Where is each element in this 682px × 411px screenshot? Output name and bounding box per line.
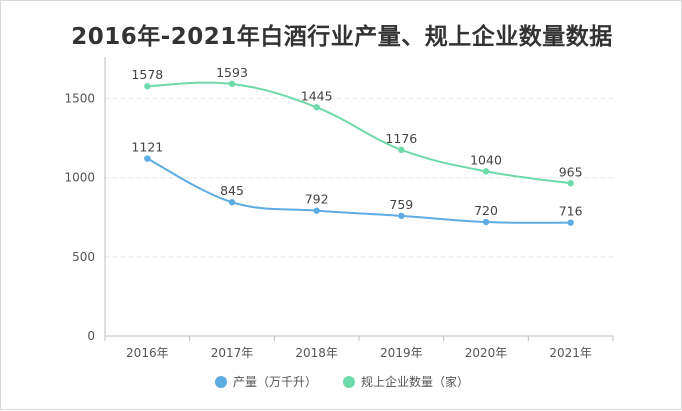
data-label-s1-0: 1578: [131, 67, 163, 82]
data-label-s0-4: 720: [474, 203, 498, 218]
data-label-s0-1: 845: [220, 183, 244, 198]
data-label-s0-0: 1121: [131, 140, 163, 155]
data-point-s0-1: [228, 199, 236, 206]
data-point-s0-4: [482, 218, 490, 226]
legend-item-series-1[interactable]: 规上企业数量（家）: [343, 373, 469, 390]
data-point-s0-3: [398, 212, 405, 220]
y-tick-label-0: 0: [87, 329, 95, 343]
x-tick-label-2: 2018年: [295, 346, 338, 360]
data-label-s1-2: 1445: [301, 88, 333, 103]
data-point-s1-1: [228, 80, 236, 88]
data-point-s1-4: [482, 168, 490, 175]
series-line-1: [147, 81, 571, 185]
x-tick-label-0: 2016年: [126, 346, 169, 360]
legend: 产量（万千升） 规上企业数量（家）: [1, 373, 682, 390]
legend-item-series-0[interactable]: 产量（万千升）: [214, 373, 317, 390]
series-layer: [144, 80, 574, 226]
legend-marker-series-0: [214, 375, 227, 388]
data-point-s0-5: [567, 219, 574, 226]
chart-title: 2016年-2021年白酒行业产量、规上企业数量数据: [71, 24, 613, 50]
data-point-s1-2: [313, 104, 320, 111]
y-tick-label-1: 500: [72, 250, 95, 264]
data-label-s0-2: 792: [305, 192, 329, 207]
data-point-s1-3: [398, 146, 405, 154]
data-point-s0-2: [313, 207, 320, 214]
data-label-s0-3: 759: [389, 197, 413, 212]
data-point-s1-5: [567, 180, 574, 187]
data-point-s0-0: [144, 155, 151, 162]
y-tick-label-2: 1000: [64, 171, 95, 185]
data-label-s1-1: 1593: [216, 65, 248, 80]
x-tick-label-1: 2017年: [211, 346, 254, 360]
data-label-s1-4: 1040: [470, 152, 502, 167]
axes: 0 500 1000 1500 2016年 2017年 2018年 2019年 2020年 202…: [64, 57, 614, 360]
legend-label-series-1: 规上企业数量（家）: [361, 375, 470, 389]
series-line-0: [146, 157, 571, 224]
x-tick-label-4: 2020年: [465, 346, 508, 360]
x-tick-label-3: 2019年: [380, 346, 423, 360]
x-tick-label-5: 2021年: [549, 346, 592, 360]
y-tick-label-3: 1500: [64, 92, 95, 106]
legend-label-series-0: 产量（万千升）: [232, 375, 317, 389]
legend-marker-series-1: [343, 375, 355, 388]
data-label-s1-3: 1176: [385, 131, 417, 146]
data-point-s1-0: [144, 83, 151, 90]
data-labels: 1121 845 792 759 720 716 1578 1593 1445 1176 1040 9…: [131, 65, 582, 219]
data-label-s0-5: 716: [559, 204, 583, 219]
data-label-s1-5: 965: [559, 164, 583, 179]
